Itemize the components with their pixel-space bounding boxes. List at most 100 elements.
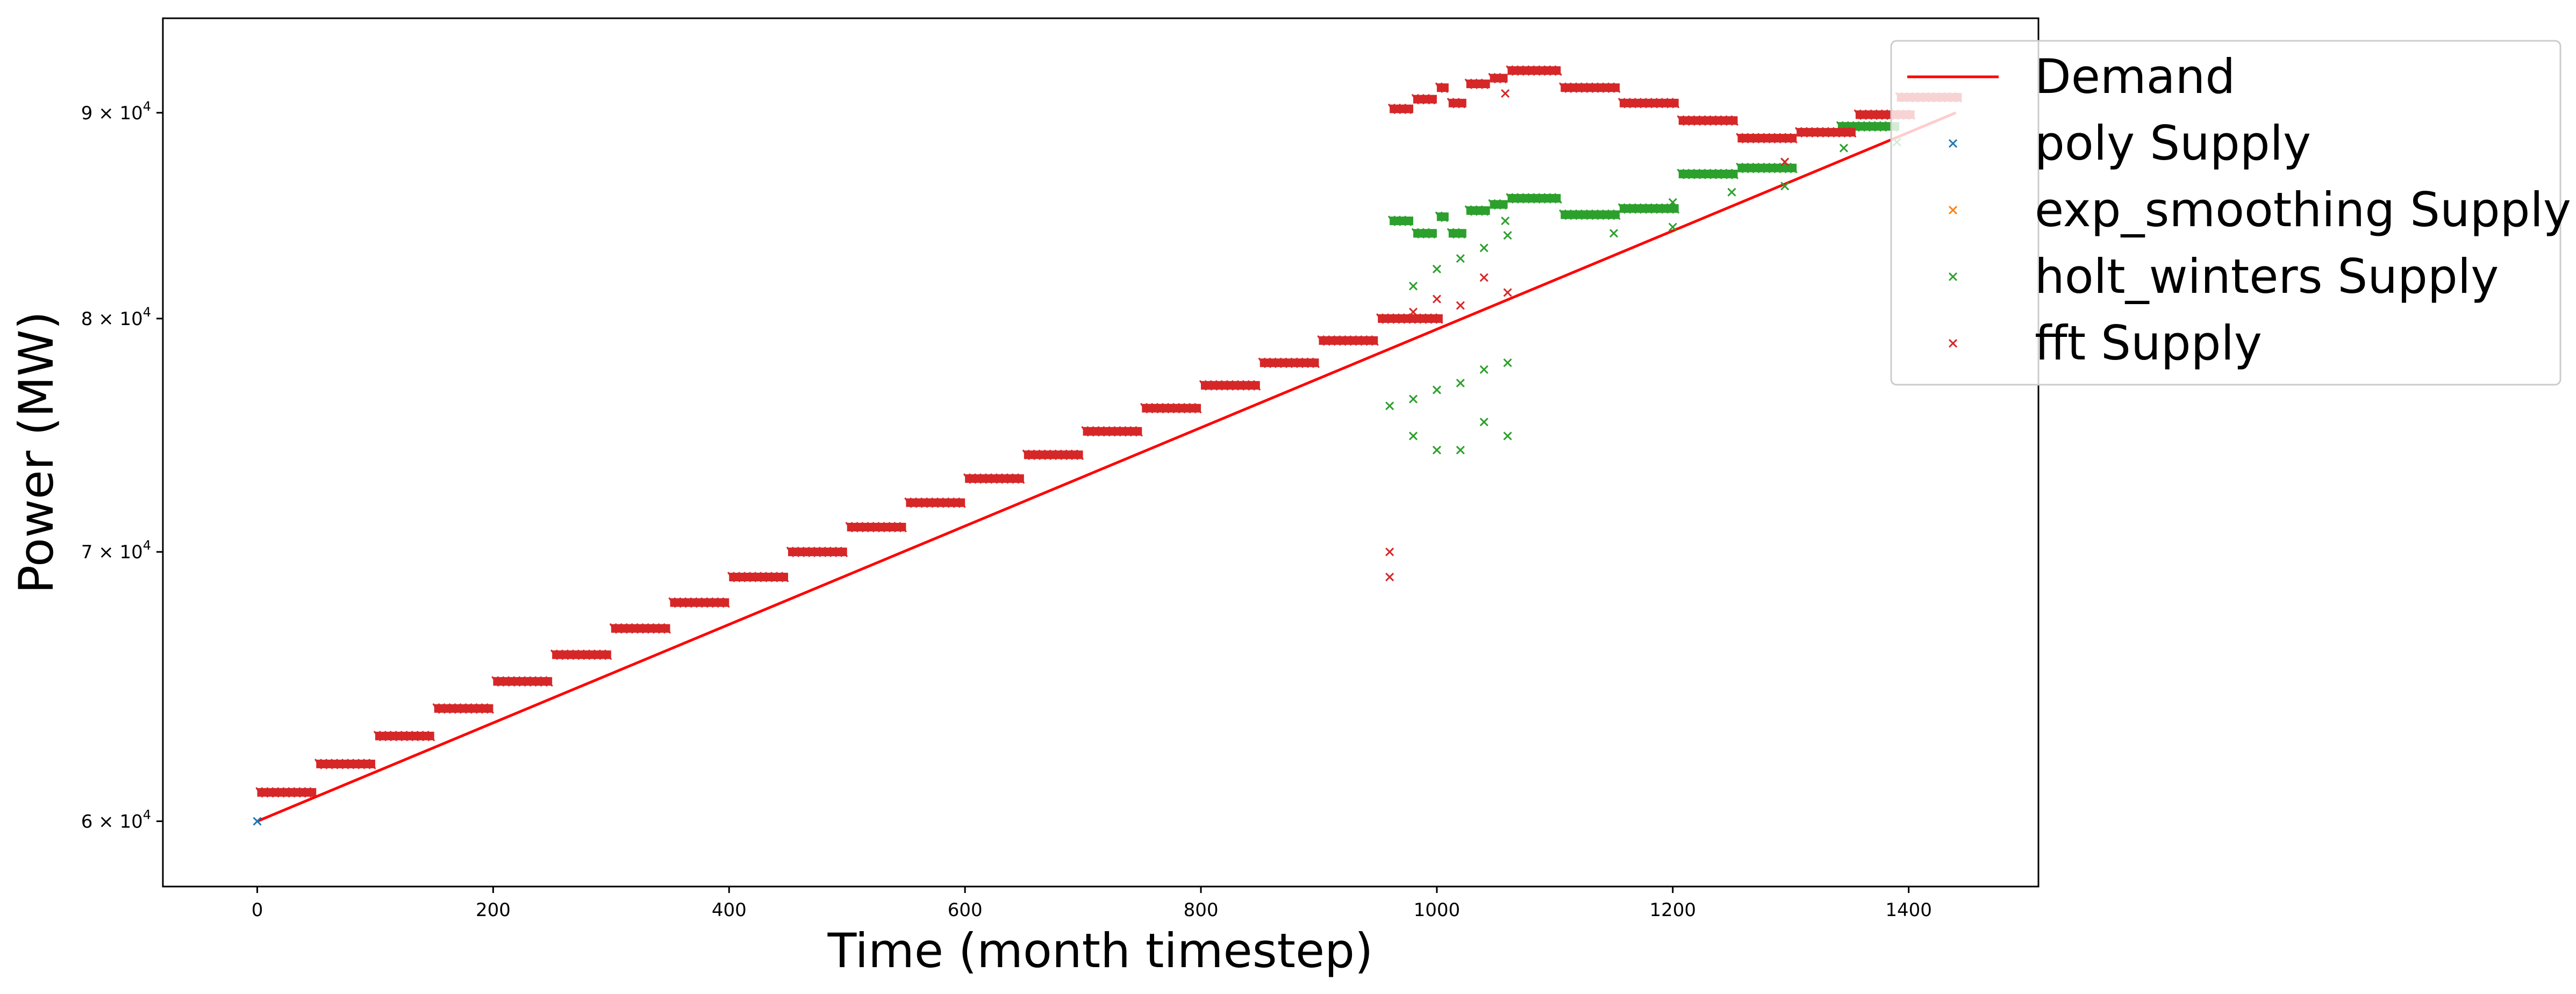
supply-step-mark [711,597,719,608]
supply-step-mark [1210,380,1218,391]
supply-step-mark [1422,93,1430,105]
supply-step-mark [1811,127,1819,138]
supply-step-mark [1296,357,1304,369]
supply-step-mark [491,676,499,687]
supply-point-2-0-stroke-b [1385,401,1394,410]
legend-box [1890,40,2561,386]
supply-step-mark [807,546,816,558]
supply-step-mark [1644,97,1653,109]
supply-step-mark [1527,65,1535,76]
supply-step-mark [320,759,328,769]
supply-step-mark [1027,449,1036,460]
supply-step-mark [1794,127,1803,138]
supply-step-mark [797,546,805,558]
supply-step-mark [1258,357,1266,369]
supply-step-mark [347,759,355,769]
supply-point-0-0-stroke-b [253,817,262,826]
supply-point-3-8 [1780,157,1790,167]
supply-step-3-1 [314,759,376,769]
supply-step-mark [1863,121,1871,132]
supply-step-mark [1784,133,1792,143]
supply-step-mark [1457,97,1466,109]
supply-step-mark [743,572,752,582]
supply-step-mark [1870,109,1878,120]
supply-step-mark [389,731,398,741]
supply-point-2-14 [1479,243,1489,253]
supply-point-3-6-stroke-b [1503,288,1512,297]
supply-step-mark [255,787,263,798]
supply-step-mark [684,597,692,608]
supply-point-2-8-stroke-b [1456,445,1465,455]
supply-step-mark [1516,193,1525,204]
supply-step-mark [352,759,360,769]
supply-point-2-19-stroke-b [1668,198,1677,207]
x-tick-label: 1000 [1414,899,1461,921]
supply-point-3-6 [1503,288,1512,297]
supply-step-mark [877,522,885,532]
supply-step-mark [652,623,661,634]
supply-step-mark [760,572,768,582]
supply-step-mark [1322,335,1330,346]
supply-step-mark [1623,97,1632,109]
supply-step-bar [1507,66,1561,75]
supply-step-mark [1422,228,1430,239]
supply-step-2-4 [1464,205,1490,216]
supply-step-mark [1429,313,1438,324]
supply-point-2-23-stroke-b [1839,143,1848,153]
supply-step-3-17 [1258,357,1320,369]
supply-step-mark [261,787,269,798]
y-axis: 6 × 104 7 × 104 8 × 104 9 × 104 [81,99,163,833]
supply-step-mark [1365,335,1373,346]
supply-step-3-30 [1736,133,1798,143]
supply-step-mark [288,787,296,798]
supply-step-mark [1393,215,1401,226]
supply-step-mark [438,703,446,714]
supply-point-2-3 [1456,378,1465,388]
supply-step-3-21 [1411,93,1437,105]
supply-step-mark [1204,380,1213,391]
supply-step-mark [1682,169,1690,179]
supply-step-3-6 [609,623,671,634]
supply-step-mark [561,649,569,660]
supply-step-mark [1549,193,1557,204]
supply-point-2-15-stroke-b [1503,231,1512,240]
supply-step-mark [1682,115,1690,126]
supply-step-mark [486,703,494,714]
supply-step-mark [1065,449,1074,460]
supply-step-3-19 [1376,313,1443,324]
supply-step-mark [1011,473,1020,484]
supply-step-mark [781,572,789,582]
supply-step-mark [733,572,741,582]
supply-step-mark [1435,211,1443,222]
x-tick-label: 400 [712,899,747,921]
supply-step-mark [304,787,312,798]
supply-step-mark [1837,127,1846,138]
x-axis-label: Time (month timestep) [827,923,1373,978]
supply-step-mark [298,787,306,798]
supply-step-mark [776,572,784,582]
supply-step-mark [1768,133,1776,143]
supply-point-2-2-stroke-b [1432,385,1441,394]
supply-step-mark [1591,82,1599,93]
supply-step-mark [899,522,907,532]
supply-step-mark [1570,209,1578,220]
supply-step-mark [507,676,516,687]
supply-step-mark [1570,82,1578,93]
supply-step-mark [1868,121,1877,132]
supply-step-mark [1816,127,1824,138]
supply-step-mark [1613,82,1621,93]
legend-label: holt_winters Supply [2035,249,2499,304]
supply-step-mark [1564,209,1572,220]
supply-point-2-4-stroke-b [1479,365,1489,374]
supply-step-mark [963,473,971,484]
supply-step-mark [657,623,666,634]
supply-step-mark [1151,402,1159,414]
supply-step-mark [1006,473,1014,484]
supply-step-mark [1763,133,1771,143]
supply-point-2-7-stroke-b [1432,445,1441,455]
supply-step-mark [636,623,645,634]
supply-point-2-13-stroke-b [1456,254,1465,263]
supply-step-mark [1000,473,1009,484]
supply-step-mark [931,497,939,508]
supply-step-mark [1097,426,1105,437]
